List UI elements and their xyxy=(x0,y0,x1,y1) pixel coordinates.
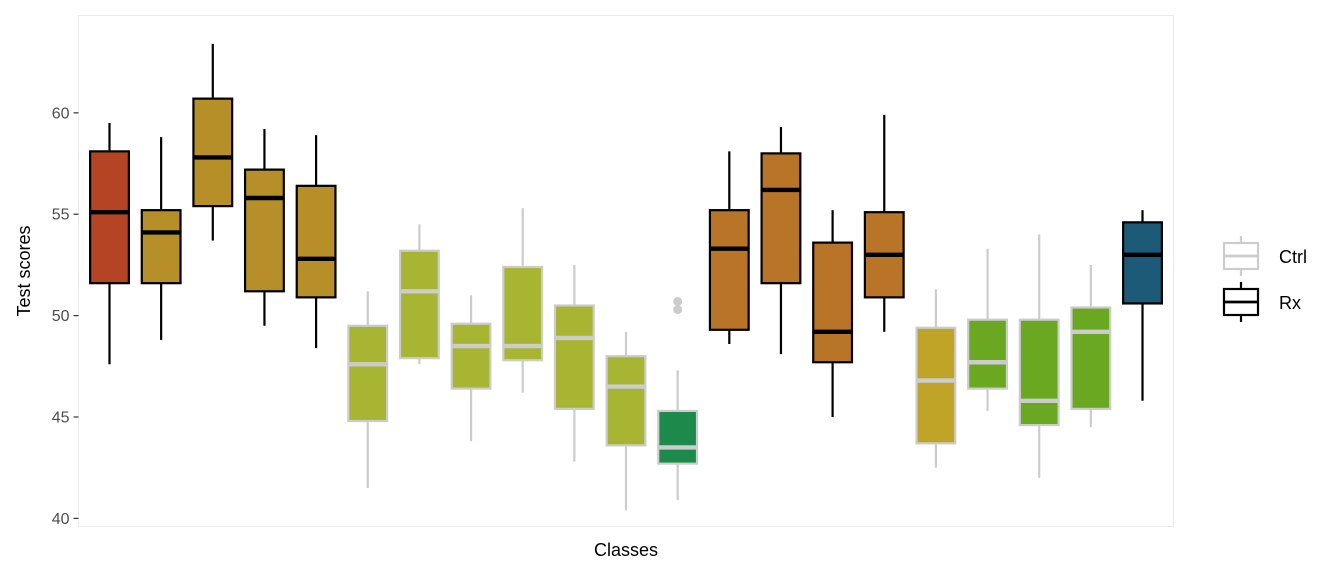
box-body xyxy=(347,324,389,423)
legend-label: Rx xyxy=(1279,293,1301,313)
box-21 xyxy=(1122,210,1163,401)
legend-item-rx: Rx xyxy=(1222,282,1301,322)
box-body xyxy=(760,152,802,285)
box-4 xyxy=(243,129,285,326)
box-body xyxy=(450,322,492,390)
box-body xyxy=(1070,306,1112,410)
box-13 xyxy=(708,151,750,344)
y-axis: 40 45 50 55 60 xyxy=(52,105,79,528)
legend-item-ctrl: Ctrl xyxy=(1222,236,1307,276)
box-body xyxy=(1018,318,1060,427)
box-body xyxy=(967,318,1009,390)
box-body xyxy=(657,409,699,465)
box-body xyxy=(708,209,750,331)
box-16 xyxy=(863,114,905,332)
box-11 xyxy=(605,331,647,511)
outlier-point xyxy=(673,296,683,306)
y-tick-label: 40 xyxy=(52,511,70,528)
y-tick-label: 50 xyxy=(52,308,70,325)
box-2 xyxy=(140,137,182,340)
box-body xyxy=(192,97,234,208)
box-18 xyxy=(967,248,1009,411)
y-tick-label: 55 xyxy=(52,207,70,224)
box-body xyxy=(553,304,595,410)
box-body xyxy=(398,249,440,360)
x-axis-title: Classes xyxy=(594,540,658,560)
boxes-layer xyxy=(89,43,1163,511)
box-17 xyxy=(915,289,957,468)
y-tick-label: 45 xyxy=(52,410,70,427)
legend: Ctrl Rx xyxy=(1222,236,1307,322)
box-body xyxy=(243,168,285,293)
box-body xyxy=(812,241,854,364)
box-12 xyxy=(657,296,699,501)
box-body xyxy=(89,150,130,285)
box-body xyxy=(1122,221,1163,305)
box-14 xyxy=(760,127,802,355)
box-8 xyxy=(450,295,492,442)
box-10 xyxy=(553,264,595,462)
box-9 xyxy=(502,208,544,393)
box-7 xyxy=(398,224,440,365)
box-body xyxy=(140,209,182,285)
box-6 xyxy=(347,291,389,488)
box-body xyxy=(605,355,647,447)
box-3 xyxy=(192,43,234,241)
box-20 xyxy=(1070,264,1112,428)
legend-label: Ctrl xyxy=(1279,247,1307,267)
box-1 xyxy=(89,122,130,365)
box-body xyxy=(295,184,337,299)
box-body xyxy=(915,326,957,445)
outlier-point xyxy=(673,305,683,315)
y-tick-label: 60 xyxy=(52,105,70,122)
box-5 xyxy=(295,135,337,349)
box-15 xyxy=(812,210,854,417)
y-axis-title: Test scores xyxy=(14,225,34,316)
box-19 xyxy=(1018,234,1060,478)
